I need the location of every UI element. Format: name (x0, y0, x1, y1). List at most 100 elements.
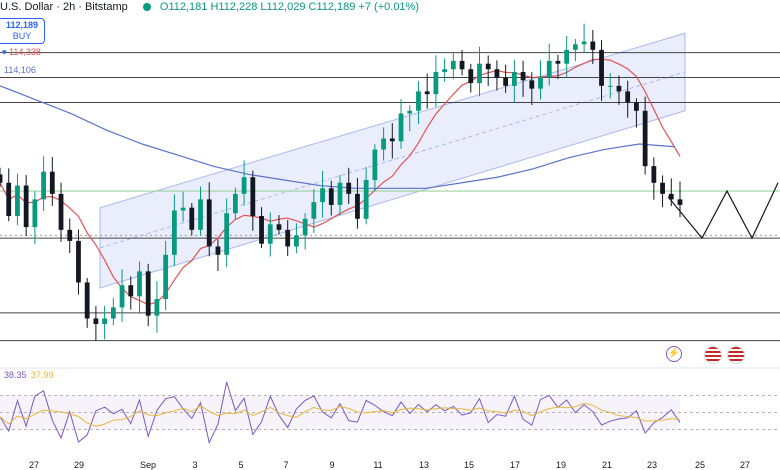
candle-body (6, 182, 12, 216)
candle-body (546, 60, 552, 78)
ascending-channel (99, 32, 686, 289)
candle-body (337, 182, 343, 205)
rsi-values: 38.35 37.99 (4, 370, 54, 380)
candle-body (616, 85, 622, 92)
candle-body (302, 218, 308, 236)
time-tick-label: 3 (192, 460, 197, 470)
candle-body (41, 171, 46, 200)
projection-path (667, 182, 779, 240)
candlesticks (0, 23, 683, 341)
rsi-line (0, 381, 681, 445)
time-tick-label: 11 (373, 460, 382, 470)
candle-body (189, 207, 195, 230)
rsi-panel (0, 367, 780, 445)
candle-body (398, 113, 404, 142)
time-tick-label: 9 (329, 460, 334, 470)
ma-slow-line (0, 85, 676, 189)
time-tick-label: 27 (29, 460, 39, 470)
candle-body (154, 299, 160, 316)
time-tick-label: 25 (695, 460, 705, 470)
candle-body (555, 60, 561, 64)
candle-body (232, 193, 238, 214)
candle-body (128, 285, 134, 297)
candle-body (267, 224, 273, 244)
candle-body (450, 60, 456, 70)
candle-body (119, 285, 125, 308)
candle-body (23, 185, 29, 228)
candle-body (67, 229, 73, 241)
buy-price-tag[interactable]: 112,189 BUY (0, 18, 45, 44)
candle-body (163, 254, 169, 300)
candle-body (607, 85, 613, 87)
ohlc-values: O112,181 H112,228 L112,029 C112,189 +7 (… (159, 1, 419, 13)
candle-body (407, 110, 413, 114)
time-tick-label: 19 (556, 460, 566, 470)
candle-body (494, 69, 500, 78)
candle-body (459, 60, 465, 70)
time-tick-label: 15 (464, 460, 474, 470)
candle-body (241, 177, 247, 194)
candle-body (572, 44, 578, 50)
candle-body (171, 210, 177, 255)
candle-body (424, 91, 430, 95)
candle-body (276, 224, 282, 230)
candle-body (145, 271, 151, 316)
candle-body (564, 49, 570, 64)
candle-body (668, 193, 674, 200)
candle-body (215, 246, 221, 255)
candle-body (137, 271, 142, 297)
time-axis: 27 29 Sep 3 5 7 9 11 13 15 17 19 21 23 25 27 (29, 460, 750, 470)
candle-body (285, 229, 291, 247)
candle-body (102, 318, 108, 324)
candle-body (93, 318, 99, 324)
candle-body (15, 185, 20, 216)
red-level-label: ▾ 114,338 (2, 47, 41, 57)
candle-body (485, 63, 491, 70)
candle-body (511, 72, 517, 86)
candle-body (416, 91, 421, 111)
candle-body (76, 240, 81, 283)
us-flag-icon[interactable] (727, 346, 745, 364)
time-tick-label: 21 (602, 460, 612, 470)
candle-body (58, 193, 64, 230)
candle-body (642, 110, 648, 167)
candle-body (0, 174, 3, 183)
candle-body (538, 77, 543, 89)
chart-header: U.S. Dollar · 2h · Bitstamp O112,181 H11… (0, 1, 419, 13)
candle-body (625, 91, 631, 103)
candle-body (259, 216, 264, 244)
candle-body (294, 235, 299, 247)
candle-body (599, 49, 604, 86)
candle-body (503, 77, 509, 86)
candle-body (198, 199, 203, 230)
candle-body (363, 180, 369, 219)
red-level-value: 114,338 (9, 47, 41, 57)
time-tick-label: 7 (283, 460, 288, 470)
blue-level-label: 114,106 (4, 65, 36, 75)
candle-body (328, 188, 334, 205)
candle-body (581, 41, 587, 45)
candle-body (206, 199, 212, 247)
rsi-ma-value: 37.99 (31, 370, 54, 380)
rsi-value: 38.35 (4, 370, 27, 380)
candle-body (381, 138, 386, 150)
candle-body (634, 102, 639, 111)
candle-body (660, 182, 665, 194)
candle-body (651, 166, 657, 183)
time-tick-label: 29 (74, 460, 84, 470)
candle-body (590, 41, 596, 50)
channel-midline (99, 71, 686, 249)
us-flag-icon[interactable] (704, 346, 722, 364)
candle-body (442, 69, 448, 72)
time-tick-label: 23 (647, 460, 657, 470)
candle-body (180, 207, 186, 211)
candle-body (433, 72, 439, 95)
buy-price: 112,189 (5, 20, 39, 30)
rsi-ma-line (0, 402, 681, 427)
candle-body (477, 63, 482, 84)
lightning-icon[interactable]: ⚡ (666, 346, 682, 362)
time-tick-label: 13 (419, 460, 429, 470)
time-tick-label: 5 (238, 460, 243, 470)
candle-body (355, 193, 360, 219)
